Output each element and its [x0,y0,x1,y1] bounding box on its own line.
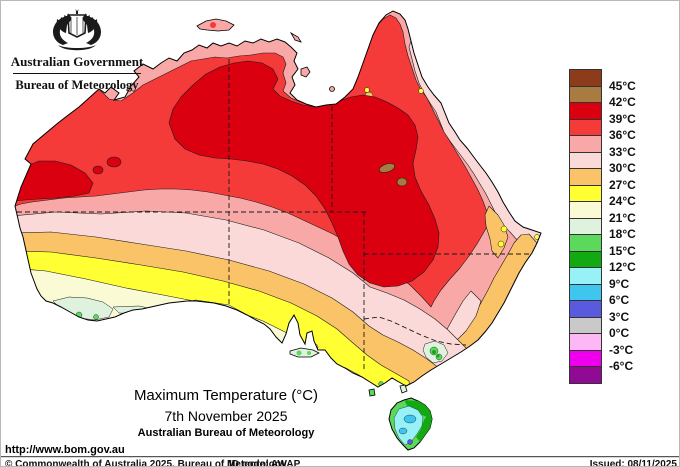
mainland-coastline [14,10,542,388]
band-atherton-yellow [364,87,370,93]
legend-label: 36°C [609,128,636,142]
legend-label: 45°C [609,78,636,93]
legend-cell [570,268,601,285]
band-9-12-alps [432,350,436,354]
legend-cell [570,284,601,301]
legend-label: 9°C [609,276,630,291]
tasmania-north-green [404,400,430,417]
legend-label: 0°C [609,326,630,340]
legend-label: 27°C [609,177,636,192]
legend-cell [570,136,601,153]
band-39-42-core [168,60,440,288]
legend-label: 42°C [609,95,636,109]
legend-cell [570,317,601,334]
band-9-12-alps [436,354,440,358]
government-title: Australian Government [10,54,144,69]
king-island [368,388,376,397]
tasmania-0-3 [407,439,413,445]
band-39-42-pilbara [92,165,104,175]
map-org: Australian Bureau of Meteorology [137,427,315,439]
map-date: 7th November 2025 [164,408,288,424]
coat-of-arms [53,9,101,51]
groote-eylandt [300,66,311,78]
legend-cell [570,152,601,169]
legend-cell [570,86,601,103]
legend-cell [570,185,601,202]
legend-cell [570,235,601,252]
tasmania [388,397,433,451]
melville-island-red [210,22,216,28]
legend-cell [570,70,601,87]
tasmania-3-6 [403,414,417,424]
issued-text: Issued: 08/11/2025 [589,459,677,467]
legend-label: 15°C [609,243,636,258]
legend-cell [570,218,601,235]
tasmania-3-6 [398,427,408,435]
id-code-text: ID code: AWAP [229,459,301,467]
legend-cell [570,119,601,136]
legend-label: 3°C [609,309,630,324]
legend-cells [569,69,602,384]
legend-cell [570,169,601,186]
tasmania-interior-6-9 [393,405,424,446]
copyright-text: © Commonwealth of Australia 2025, Bureau… [5,459,287,467]
map-caption: Maximum Temperature (°C) 7th November 20… [56,387,396,440]
islands [196,18,408,397]
wessel-islands [289,31,302,43]
bureau-title: Bureau of Meteorology [15,78,139,92]
band-12-15-speck [93,314,99,320]
legend-label: 24°C [609,194,636,208]
band-39-42-pilbara [106,156,122,168]
mornington-island [329,86,335,92]
legend-label: -3°C [609,342,634,357]
band-42-45-spot [378,163,396,173]
kangaroo-island [289,347,320,358]
legend-label: 30°C [609,161,636,175]
legend-cell [570,103,601,120]
header-branding: Australian Government Bureau of Meteorol… [7,5,147,93]
kangaroo-island-green [296,350,302,356]
state-borders [17,59,531,371]
footer-bar: © Commonwealth of Australia 2025, Bureau… [1,458,679,467]
legend-cell [570,334,601,351]
legend-label: 12°C [609,260,636,274]
legend-cell [570,202,601,219]
flinders-island [399,384,408,394]
legend-label: 21°C [609,210,636,225]
legend-label: 6°C [609,293,630,307]
legend-cell [570,350,601,367]
band-capeyork-yellow [418,88,424,94]
legend-label: 18°C [609,227,636,241]
legend-label: -6°C [609,359,634,373]
tasmania-east-green [416,411,432,442]
kangaroo-island-green [307,351,311,355]
band-coast-yellow-spot [500,225,508,233]
legend-label: 39°C [609,111,636,126]
bom-url: http://www.bom.gov.au [5,444,125,456]
band-12-15-speck [353,374,359,380]
legend-cell [570,251,601,268]
legend-label: 33°C [609,144,636,159]
map-title: Maximum Temperature (°C) [133,387,319,404]
legend-cell [570,367,601,383]
legend-cell [570,301,601,318]
band-42-45-spot [396,177,408,187]
band-coast-yellow-spot [497,240,505,248]
footer-divider [1,456,679,458]
branding-divider [13,73,141,74]
